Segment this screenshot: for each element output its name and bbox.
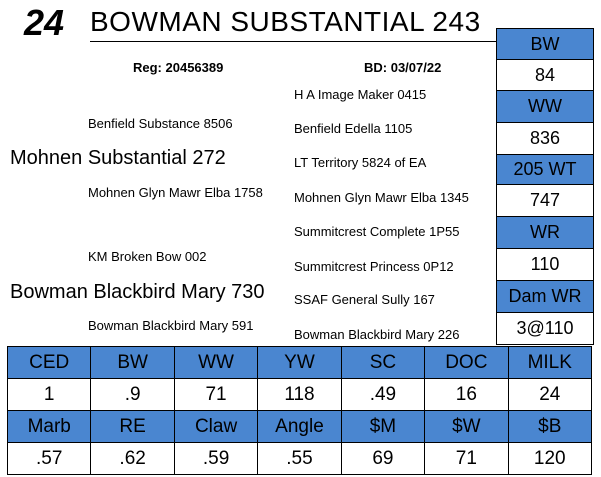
pedigree-dam-sire-sire: Summitcrest Complete 1P55 bbox=[294, 224, 460, 239]
dam-wr-value: 3@110 bbox=[496, 312, 594, 345]
epd-value-b-index: 120 bbox=[507, 442, 593, 475]
epd-value-row-1: 1 .9 71 118 .49 16 24 bbox=[6, 378, 593, 411]
animal-name: BOWMAN SUBSTANTIAL 243 bbox=[90, 6, 481, 37]
pedigree-dam: Bowman Blackbird Mary 730 bbox=[10, 281, 265, 303]
epd-header-ced: CED bbox=[6, 346, 92, 379]
pedigree-sire-dam-sire: LT Territory 5824 of EA bbox=[294, 155, 427, 170]
epd-table: CED BW WW YW SC DOC MILK 1 .9 71 118 .49… bbox=[6, 346, 593, 475]
epd-header-sc: SC bbox=[340, 346, 426, 379]
205-wt-label: 205 WT bbox=[496, 154, 594, 185]
epd-value-yw: 118 bbox=[257, 378, 342, 411]
birth-date: BD: 03/07/22 bbox=[364, 60, 442, 75]
epd-value-ced: 1 bbox=[6, 378, 92, 411]
epd-header-bw: BW bbox=[90, 346, 175, 379]
epd-header-m-index: $M bbox=[340, 410, 426, 443]
epd-value-re: .62 bbox=[90, 442, 175, 475]
epd-value-ww: 71 bbox=[173, 378, 259, 411]
bw-value: 84 bbox=[496, 59, 594, 91]
epd-value-w-index: 71 bbox=[424, 442, 509, 475]
epd-header-yw: YW bbox=[257, 346, 342, 379]
ww-label: WW bbox=[496, 90, 594, 123]
epd-header-claw: Claw bbox=[173, 410, 259, 443]
epd-header-row-1: CED BW WW YW SC DOC MILK bbox=[6, 346, 593, 379]
epd-header-milk: MILK bbox=[507, 346, 593, 379]
title-underline bbox=[90, 41, 496, 42]
epd-value-sc: .49 bbox=[340, 378, 426, 411]
epd-header-doc: DOC bbox=[424, 346, 509, 379]
epd-value-milk: 24 bbox=[507, 378, 593, 411]
epd-value-bw: .9 bbox=[90, 378, 175, 411]
epd-value-doc: 16 bbox=[424, 378, 509, 411]
pedigree-dam-dam-dam: Bowman Blackbird Mary 226 bbox=[294, 327, 460, 342]
epd-header-re: RE bbox=[90, 410, 175, 443]
205-wt-value: 747 bbox=[496, 184, 594, 217]
wr-value: 110 bbox=[496, 248, 594, 281]
dam-wr-label: Dam WR bbox=[496, 280, 594, 313]
lot-number: 24 bbox=[24, 2, 65, 43]
registration-number: Reg: 20456389 bbox=[133, 60, 224, 75]
epd-header-w-index: $W bbox=[424, 410, 509, 443]
epd-header-marb: Marb bbox=[6, 410, 92, 443]
bw-label: BW bbox=[496, 28, 594, 60]
epd-header-b-index: $B bbox=[507, 410, 593, 443]
pedigree-sire-sire: Benfield Substance 8506 bbox=[88, 116, 233, 131]
pedigree-dam-sire-dam: Summitcrest Princess 0P12 bbox=[294, 259, 454, 274]
pedigree-sire: Mohnen Substantial 272 bbox=[10, 147, 226, 169]
pedigree-sire-dam-dam: Mohnen Glyn Mawr Elba 1345 bbox=[294, 190, 469, 205]
epd-header-row-2: Marb RE Claw Angle $M $W $B bbox=[6, 410, 593, 443]
epd-value-angle: .55 bbox=[257, 442, 342, 475]
epd-value-claw: .59 bbox=[173, 442, 259, 475]
pedigree-dam-sire: KM Broken Bow 002 bbox=[88, 249, 207, 264]
epd-header-angle: Angle bbox=[257, 410, 342, 443]
pedigree-sire-sire-sire: H A Image Maker 0415 bbox=[294, 87, 427, 102]
epd-header-ww: WW bbox=[173, 346, 259, 379]
epd-value-marb: .57 bbox=[6, 442, 92, 475]
epd-value-m-index: 69 bbox=[340, 442, 426, 475]
pedigree-sire-sire-dam: Benfield Edella 1105 bbox=[294, 121, 413, 136]
pedigree-dam-dam: Bowman Blackbird Mary 591 bbox=[88, 318, 254, 333]
ww-value: 836 bbox=[496, 122, 594, 155]
wr-label: WR bbox=[496, 216, 594, 249]
pedigree-sire-dam: Mohnen Glyn Mawr Elba 1758 bbox=[88, 185, 263, 200]
pedigree-dam-dam-sire: SSAF General Sully 167 bbox=[294, 292, 435, 307]
epd-value-row-2: .57 .62 .59 .55 69 71 120 bbox=[6, 442, 593, 475]
